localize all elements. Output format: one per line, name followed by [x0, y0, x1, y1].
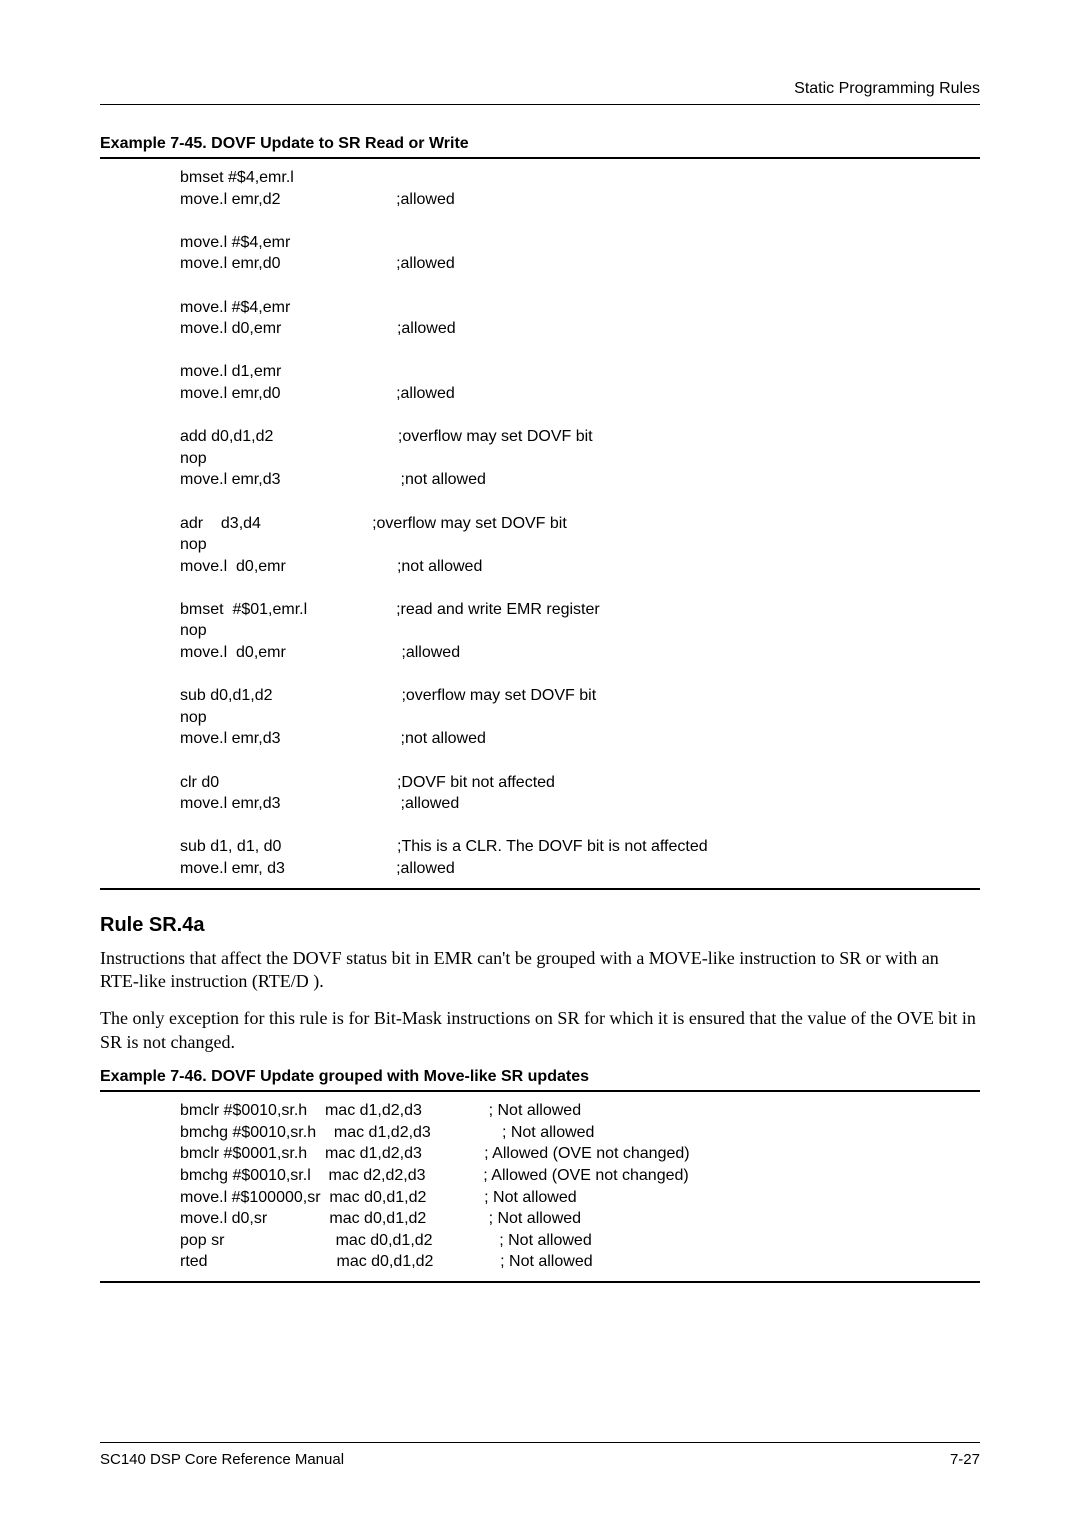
- example-45-heading: Example 7-45. DOVF Update to SR Read or …: [100, 135, 980, 153]
- example-46-bottom-rule: [100, 1281, 980, 1283]
- header-right-text: Static Programming Rules: [100, 80, 980, 98]
- example-45-code: bmset #$4,emr.l move.l emr,d2 ;allowed m…: [100, 159, 980, 888]
- footer-left: SC140 DSP Core Reference Manual: [100, 1451, 344, 1468]
- example-45-bottom-rule: [100, 888, 980, 890]
- page-container: Static Programming Rules Example 7-45. D…: [0, 0, 1080, 1283]
- example-46-code: bmclr #$0010,sr.h mac d1,d2,d3 ; Not all…: [100, 1092, 980, 1281]
- header-rule: [100, 104, 980, 105]
- page-footer: SC140 DSP Core Reference Manual 7-27: [100, 1435, 980, 1469]
- footer-right: 7-27: [950, 1451, 980, 1468]
- rule-paragraph-2: The only exception for this rule is for …: [100, 1007, 980, 1054]
- example-46-heading: Example 7-46. DOVF Update grouped with M…: [100, 1068, 980, 1086]
- footer-rule: [100, 1442, 980, 1443]
- rule-heading: Rule SR.4a: [100, 914, 980, 937]
- rule-paragraph-1: Instructions that affect the DOVF status…: [100, 947, 980, 994]
